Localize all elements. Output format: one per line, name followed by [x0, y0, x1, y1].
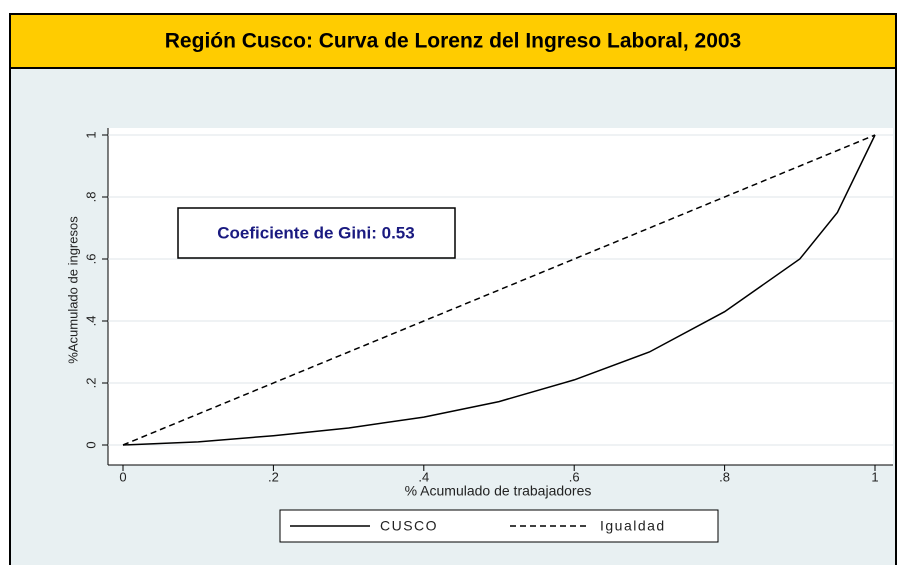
y-tick-label: .8 [83, 192, 98, 203]
x-tick-label: .8 [719, 469, 730, 484]
y-tick-label: .6 [83, 254, 98, 265]
chart-title: Región Cusco: Curva de Lorenz del Ingres… [165, 30, 741, 53]
legend-label: Igualdad [600, 518, 666, 534]
x-axis-label: % Acumulado de trabajadores [405, 483, 592, 499]
annotation: Coeficiente de Gini: 0.53 [217, 223, 414, 242]
y-tick-label: .4 [83, 316, 98, 327]
y-axis-label: %Acumulado de ingresos [65, 216, 80, 364]
y-tick-label: 0 [83, 441, 98, 448]
legend-label: CUSCO [380, 518, 438, 534]
plot-area [108, 128, 893, 465]
y-tick-label: .2 [83, 378, 98, 389]
series-line [122, 134, 876, 446]
x-tick-label: .2 [268, 469, 279, 484]
y-tick-label: 1 [83, 131, 98, 138]
x-tick-label: .4 [418, 469, 429, 484]
x-tick-label: .6 [569, 469, 580, 484]
legend: CUSCO Igualdad [290, 518, 666, 534]
x-tick-label: 1 [871, 469, 878, 484]
plot: 0 .2 .4 .6 .8 1 0 .2 .4 .6 .8 1 [83, 128, 893, 484]
annotation-box [177, 207, 456, 259]
title-bar [9, 13, 897, 69]
series-line [122, 134, 876, 446]
x-tick-label: 0 [119, 469, 126, 484]
